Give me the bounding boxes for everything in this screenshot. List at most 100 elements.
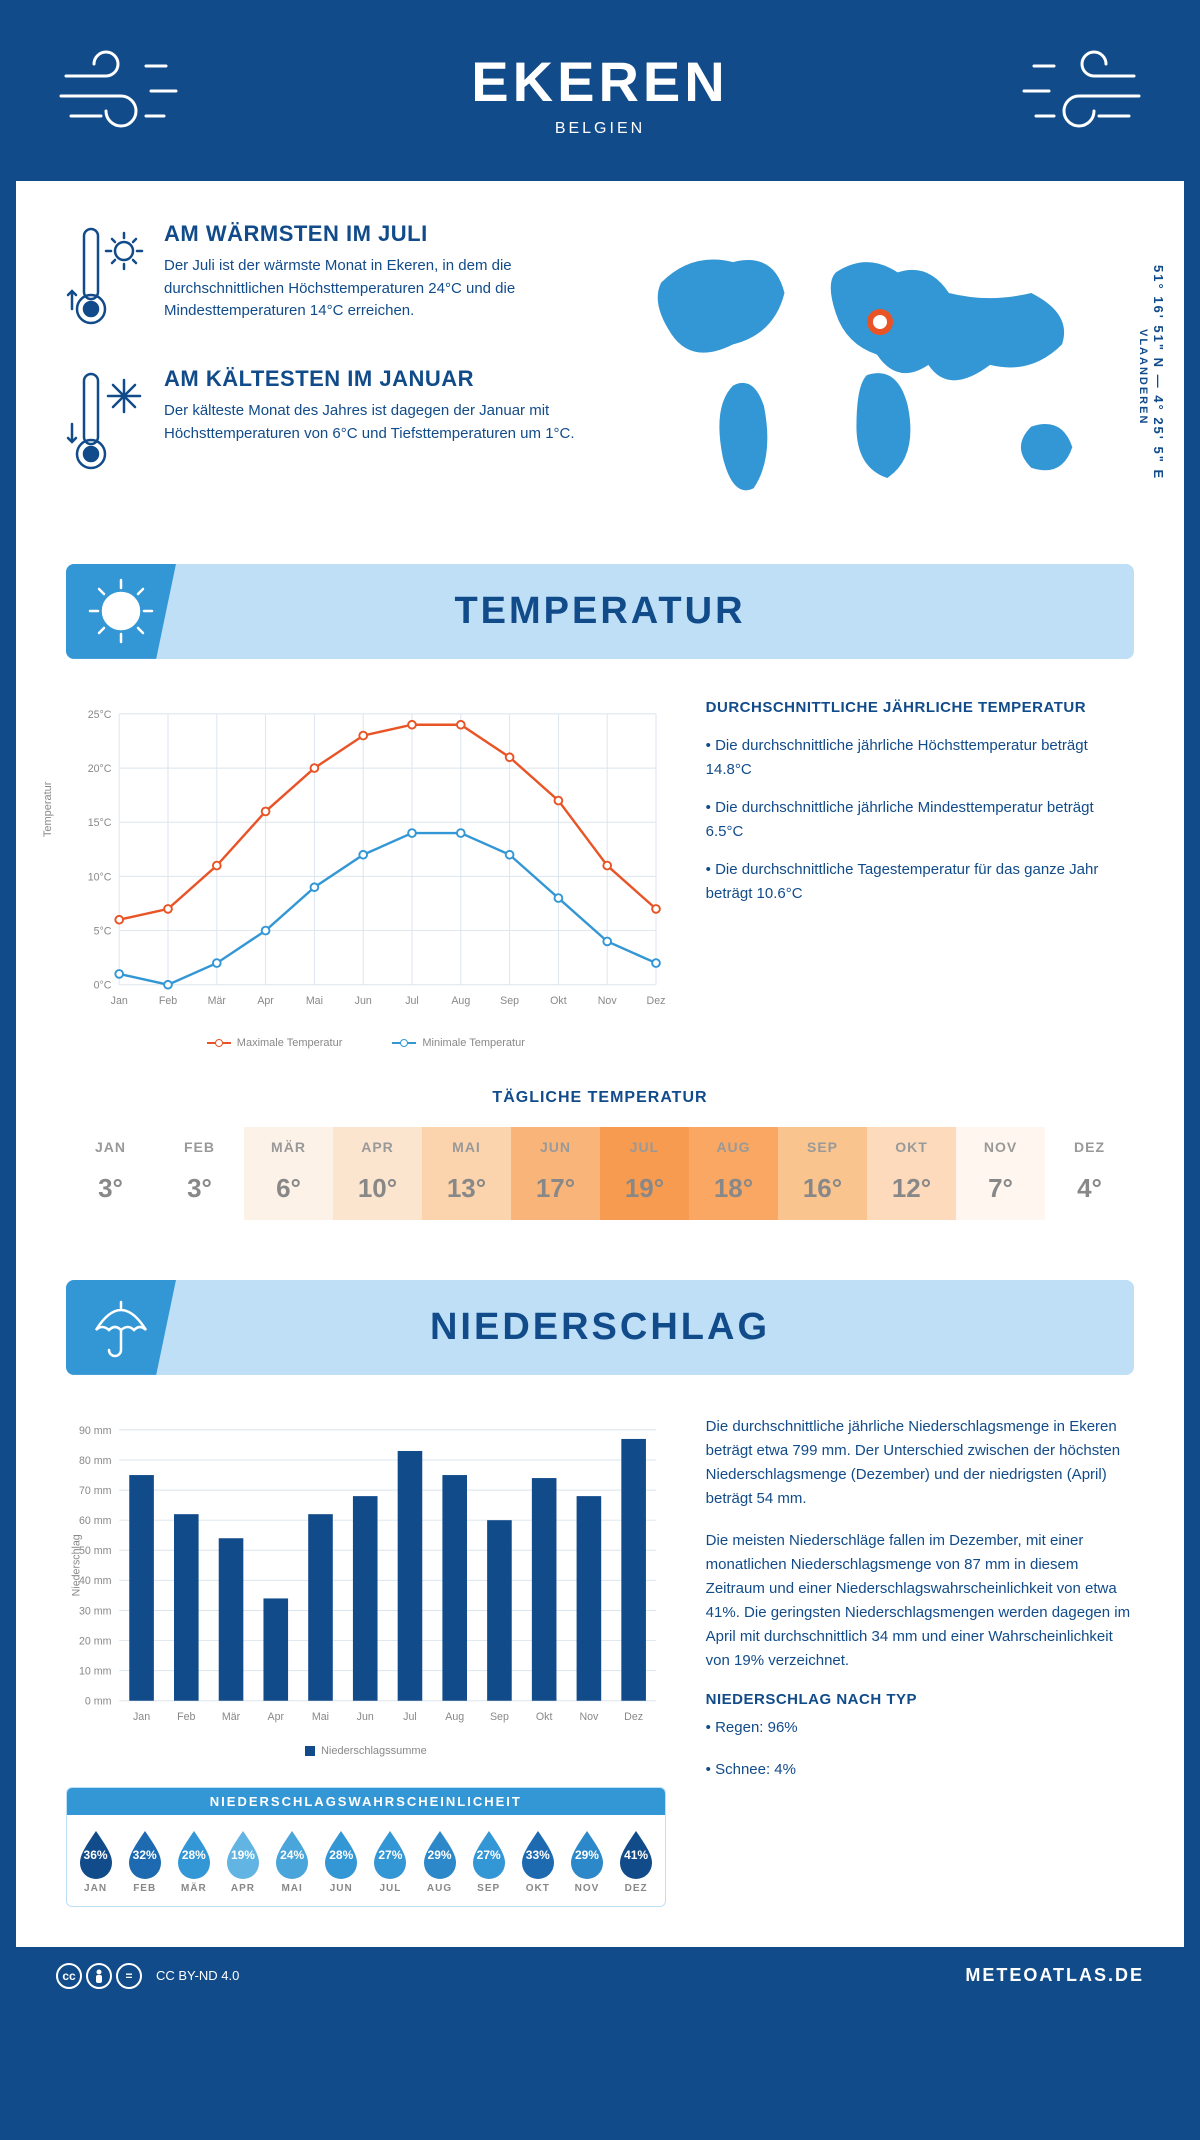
probability-drop: 28%MÄR	[171, 1827, 216, 1894]
daily-temp-cell: AUG18°	[689, 1127, 778, 1220]
daily-temp-cell: SEP16°	[778, 1127, 867, 1220]
country-name: BELGIEN	[196, 120, 1004, 138]
svg-text:Jan: Jan	[111, 995, 128, 1007]
svg-text:Niederschlag: Niederschlag	[71, 1534, 83, 1596]
nd-icon: =	[116, 1963, 142, 1989]
daily-temp-cell: JAN3°	[66, 1127, 155, 1220]
svg-text:Jun: Jun	[355, 995, 372, 1007]
svg-text:Nov: Nov	[579, 1711, 599, 1723]
temperature-chart: 0°C5°C10°C15°C20°C25°CJanFebMärAprMaiJun…	[66, 699, 666, 1019]
wind-icon-right	[1004, 46, 1144, 141]
wind-icon-left	[56, 46, 196, 141]
svg-text:80 mm: 80 mm	[79, 1455, 112, 1467]
daily-temp-cell: OKT12°	[867, 1127, 956, 1220]
temp-summary-heading: DURCHSCHNITTLICHE JÄHRLICHE TEMPERATUR	[706, 699, 1134, 716]
temp-bullet-1: • Die durchschnittliche jährliche Höchst…	[706, 734, 1134, 782]
location-marker	[867, 309, 893, 335]
cc-icons: cc =	[56, 1963, 142, 1989]
probability-drop: 27%JUL	[368, 1827, 413, 1894]
probability-heading: NIEDERSCHLAGSWAHRSCHEINLICHEIT	[67, 1788, 665, 1815]
svg-text:Mai: Mai	[312, 1711, 329, 1723]
daily-temp-cell: APR10°	[333, 1127, 422, 1220]
precipitation-banner: NIEDERSCHLAG	[66, 1280, 1134, 1375]
footer: cc = CC BY-ND 4.0 METEOATLAS.DE	[16, 1947, 1184, 2005]
daily-temp-cell: JUL19°	[600, 1127, 689, 1220]
coldest-title: AM KÄLTESTEN IM JANUAR	[164, 366, 580, 392]
svg-text:Aug: Aug	[451, 995, 470, 1007]
probability-drop: 29%AUG	[417, 1827, 462, 1894]
probability-drop: 41%DEZ	[614, 1827, 659, 1894]
svg-text:90 mm: 90 mm	[79, 1425, 112, 1437]
svg-text:Sep: Sep	[490, 1711, 509, 1723]
world-map: 51° 16' 51" N — 4° 25' 5" E VLAANDEREN	[620, 221, 1134, 514]
temperature-banner: TEMPERATUR	[66, 564, 1134, 659]
svg-text:25°C: 25°C	[88, 709, 112, 721]
thermometer-hot-icon	[66, 221, 146, 336]
probability-box: NIEDERSCHLAGSWAHRSCHEINLICHEIT 36%JAN32%…	[66, 1787, 666, 1907]
daily-temp-cell: NOV7°	[956, 1127, 1045, 1220]
svg-text:15°C: 15°C	[88, 817, 112, 829]
daily-temp-cell: MÄR6°	[244, 1127, 333, 1220]
probability-drop: 32%FEB	[122, 1827, 167, 1894]
precipitation-heading: NIEDERSCHLAG	[66, 1306, 1134, 1349]
svg-text:5°C: 5°C	[94, 925, 112, 937]
probability-drop: 33%OKT	[515, 1827, 560, 1894]
daily-temp-cell: DEZ4°	[1045, 1127, 1134, 1220]
svg-text:Sep: Sep	[500, 995, 519, 1007]
svg-text:Jan: Jan	[133, 1711, 150, 1723]
by-icon	[86, 1963, 112, 1989]
svg-text:70 mm: 70 mm	[79, 1485, 112, 1497]
svg-text:Feb: Feb	[159, 995, 177, 1007]
svg-text:Okt: Okt	[550, 995, 567, 1007]
svg-text:Apr: Apr	[267, 1711, 284, 1723]
precip-type-2: • Schnee: 4%	[706, 1758, 1134, 1782]
svg-text:0 mm: 0 mm	[85, 1695, 112, 1707]
probability-drop: 29%NOV	[564, 1827, 609, 1894]
daily-temp-grid: JAN3°FEB3°MÄR6°APR10°MAI13°JUN17°JUL19°A…	[66, 1127, 1134, 1220]
svg-text:Mai: Mai	[306, 995, 323, 1007]
daily-temp-cell: JUN17°	[511, 1127, 600, 1220]
overview-section: AM WÄRMSTEN IM JULI Der Juli ist der wär…	[66, 221, 1134, 514]
coldest-fact: AM KÄLTESTEN IM JANUAR Der kälteste Mona…	[66, 366, 580, 481]
svg-text:Dez: Dez	[647, 995, 666, 1007]
probability-drop: 28%JUN	[319, 1827, 364, 1894]
warmest-fact: AM WÄRMSTEN IM JULI Der Juli ist der wär…	[66, 221, 580, 336]
precip-para-2: Die meisten Niederschläge fallen im Deze…	[706, 1529, 1134, 1673]
coordinates: 51° 16' 51" N — 4° 25' 5" E VLAANDEREN	[1136, 231, 1166, 514]
daily-temp-cell: MAI13°	[422, 1127, 511, 1220]
coldest-text: Der kälteste Monat des Jahres ist dagege…	[164, 400, 580, 445]
umbrella-icon	[66, 1280, 176, 1375]
site-name: METEOATLAS.DE	[965, 1965, 1144, 1986]
svg-text:10 mm: 10 mm	[79, 1665, 112, 1677]
thermometer-cold-icon	[66, 366, 146, 481]
svg-text:Aug: Aug	[445, 1711, 464, 1723]
warmest-text: Der Juli ist der wärmste Monat in Ekeren…	[164, 255, 580, 323]
probability-drop: 27%SEP	[466, 1827, 511, 1894]
svg-text:20°C: 20°C	[88, 763, 112, 775]
svg-text:40 mm: 40 mm	[79, 1575, 112, 1587]
header: EKEREN BELGIEN	[16, 16, 1184, 181]
precipitation-chart: 0 mm10 mm20 mm30 mm40 mm50 mm60 mm70 mm8…	[66, 1415, 666, 1735]
probability-drop: 36%JAN	[73, 1827, 118, 1894]
svg-text:20 mm: 20 mm	[79, 1635, 112, 1647]
precipitation-legend: Niederschlagssumme	[66, 1745, 666, 1757]
svg-text:30 mm: 30 mm	[79, 1605, 112, 1617]
svg-text:60 mm: 60 mm	[79, 1515, 112, 1527]
svg-text:10°C: 10°C	[88, 871, 112, 883]
sun-icon	[66, 564, 176, 659]
warmest-title: AM WÄRMSTEN IM JULI	[164, 221, 580, 247]
daily-temp-cell: FEB3°	[155, 1127, 244, 1220]
temp-bullet-3: • Die durchschnittliche Tagestemperatur …	[706, 858, 1134, 906]
svg-text:Feb: Feb	[177, 1711, 195, 1723]
svg-text:Dez: Dez	[624, 1711, 643, 1723]
svg-text:Mär: Mär	[208, 995, 227, 1007]
svg-text:Nov: Nov	[598, 995, 618, 1007]
temp-bullet-2: • Die durchschnittliche jährliche Mindes…	[706, 796, 1134, 844]
license-text: CC BY-ND 4.0	[156, 1968, 239, 1983]
cc-icon: cc	[56, 1963, 82, 1989]
svg-text:Jul: Jul	[403, 1711, 417, 1723]
probability-drop: 19%APR	[220, 1827, 265, 1894]
svg-text:Jun: Jun	[357, 1711, 374, 1723]
probability-drop: 24%MAI	[270, 1827, 315, 1894]
temperature-heading: TEMPERATUR	[66, 590, 1134, 633]
